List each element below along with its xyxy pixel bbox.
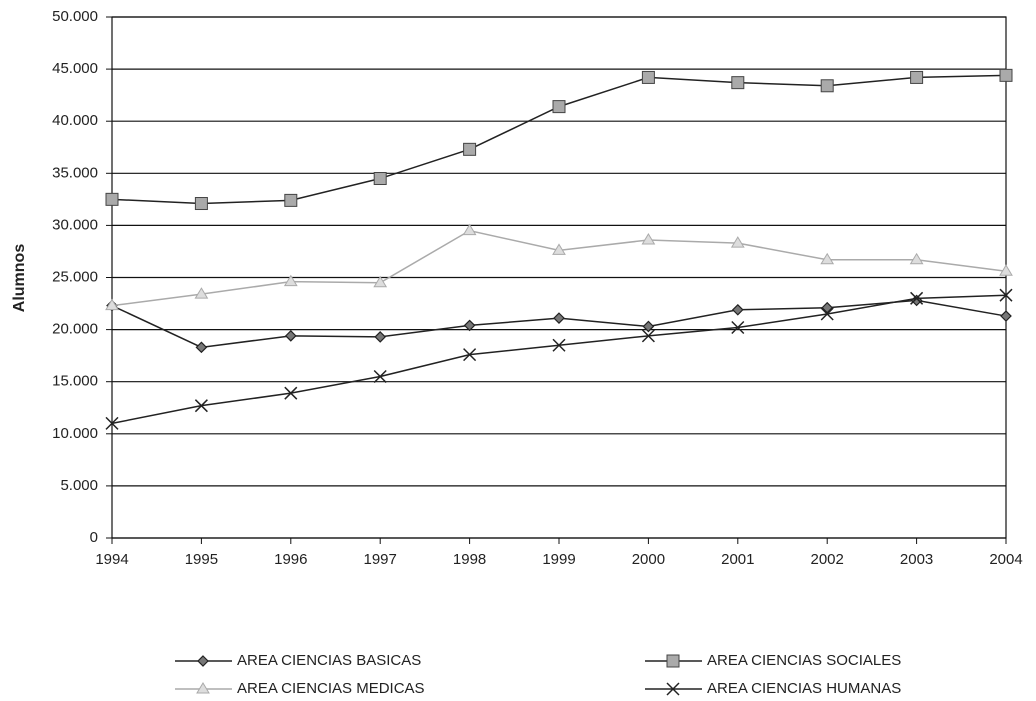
marker (463, 319, 476, 332)
marker (284, 330, 297, 342)
y-tick-label: 45.000 (52, 60, 98, 77)
marker (463, 348, 477, 362)
x-tick-label: 2001 (721, 551, 754, 568)
marker (284, 386, 298, 400)
legend-marker (196, 682, 210, 694)
marker (731, 320, 745, 335)
marker (283, 274, 298, 287)
marker (999, 68, 1013, 82)
marker (731, 76, 745, 90)
x-tick-label: 1996 (274, 551, 307, 568)
marker (552, 243, 566, 255)
y-tick-label: 40.000 (52, 112, 98, 129)
marker (730, 236, 745, 248)
marker (194, 287, 209, 299)
marker (820, 79, 834, 93)
series-line (111, 74, 1007, 205)
marker (1000, 310, 1012, 322)
legend-label: AREA CIENCIAS BASICAS (237, 652, 421, 669)
legend-label: AREA CIENCIAS HUMANAS (707, 680, 901, 697)
marker (820, 252, 835, 265)
marker (642, 320, 655, 333)
marker (105, 298, 119, 311)
x-tick-label: 1995 (185, 551, 218, 568)
x-tick-label: 1998 (453, 551, 486, 568)
x-tick-label: 1997 (364, 551, 397, 568)
x-tick-label: 1999 (542, 551, 575, 568)
marker (373, 275, 388, 288)
marker (910, 70, 924, 84)
marker (820, 307, 834, 321)
marker (909, 252, 924, 265)
legend-marker (666, 654, 680, 668)
marker (910, 291, 924, 305)
legend-label: AREA CIENCIAS SOCIALES (707, 652, 901, 669)
marker (463, 142, 477, 156)
marker (284, 193, 298, 207)
series-line (111, 229, 1007, 307)
marker (641, 329, 655, 343)
y-tick-label: 10.000 (52, 425, 98, 442)
marker (462, 223, 477, 236)
y-tick-label: 30.000 (52, 216, 98, 233)
marker (999, 288, 1013, 302)
marker (195, 341, 208, 354)
y-tick-label: 0 (90, 529, 98, 546)
legend-label: AREA CIENCIAS MEDICAS (237, 680, 425, 697)
marker (821, 301, 834, 314)
marker (553, 312, 565, 324)
marker (731, 303, 744, 316)
x-tick-label: 2000 (632, 551, 665, 568)
legend-marker (666, 682, 680, 696)
marker (105, 192, 119, 206)
x-tick-label: 2002 (811, 551, 844, 568)
marker (373, 172, 387, 186)
y-axis-label: Alumnos (11, 244, 28, 313)
y-tick-label: 50.000 (52, 8, 98, 25)
x-tick-label: 1994 (95, 551, 128, 568)
marker (641, 233, 656, 245)
y-tick-label: 25.000 (52, 268, 98, 285)
marker (374, 331, 387, 343)
x-tick-label: 2003 (900, 551, 933, 568)
y-tick-label: 20.000 (52, 321, 98, 338)
marker (552, 338, 566, 352)
legend-marker (197, 655, 209, 667)
marker (194, 197, 208, 211)
marker (552, 100, 566, 114)
y-tick-label: 15.000 (52, 373, 98, 390)
y-tick-label: 35.000 (52, 164, 98, 181)
marker (373, 369, 387, 384)
x-tick-label: 2004 (989, 551, 1022, 568)
marker (910, 294, 923, 307)
marker (105, 416, 119, 430)
marker (641, 70, 655, 84)
marker (999, 264, 1013, 276)
marker (194, 399, 208, 413)
y-tick-label: 5.000 (60, 477, 98, 494)
